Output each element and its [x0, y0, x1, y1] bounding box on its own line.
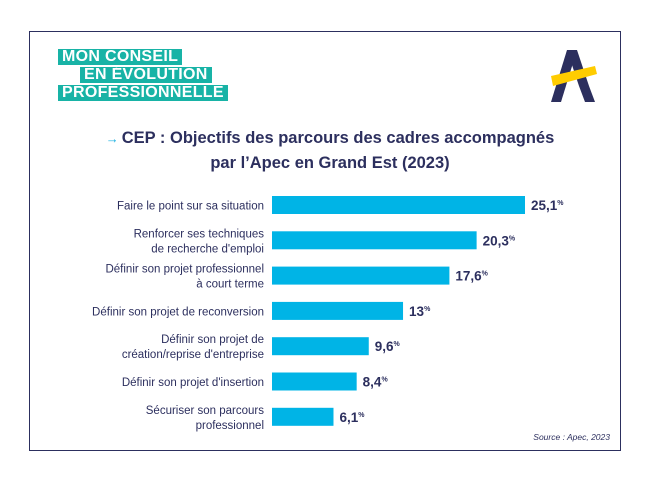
category-label: Renforcer ses techniques de recherche d'e…: [134, 228, 265, 255]
chart-title-line-2: par l’Apec en Grand Est (2023): [210, 154, 450, 172]
bar: [272, 301, 404, 320]
bar: [272, 372, 357, 391]
value-label: 8,4%: [363, 375, 389, 390]
chart-title: → CEP : Objectifs des parcours des cadres…: [60, 126, 600, 175]
logo-line-1: MON CONSEIL: [58, 49, 183, 65]
bar: [272, 407, 334, 426]
value-label: 6,1%: [339, 410, 365, 425]
logo-line-3: PROFESSIONNELLE: [58, 85, 228, 101]
value-label: 13%: [409, 304, 431, 319]
mon-conseil-logo: MON CONSEIL EN ÉVOLUTION PROFESSIONNELLE: [58, 49, 228, 103]
category-label: Définir son projet professionnel à court …: [105, 264, 264, 291]
chart-title-line-1: → CEP : Objectifs des parcours des cadres…: [60, 126, 600, 151]
title-arrow-icon: →: [105, 131, 119, 146]
bar: [272, 231, 477, 250]
value-label: 17,6%: [455, 269, 488, 284]
bar: [272, 196, 525, 214]
chart-title-text-1: CEP : Objectifs des parcours des cadres …: [121, 129, 555, 147]
category-label: Définir son projet d'insertion: [122, 377, 264, 389]
bar: [272, 266, 450, 285]
value-label: 25,1%: [531, 198, 564, 213]
value-label: 9,6%: [375, 339, 401, 354]
category-label: Définir son projet de reconversion: [92, 306, 264, 318]
category-label: Définir son projet de création/reprise d'…: [122, 334, 264, 361]
apec-a-logo: [551, 50, 597, 102]
value-label: 20,3%: [483, 233, 516, 248]
source-note: Source : Apec, 2023: [533, 432, 610, 442]
bar: [272, 337, 369, 356]
category-label: Sécuriser son parcours professionnel: [146, 405, 264, 432]
category-label: Faire le point sur sa situation: [117, 201, 264, 213]
logo-line-2: EN ÉVOLUTION: [80, 67, 212, 83]
